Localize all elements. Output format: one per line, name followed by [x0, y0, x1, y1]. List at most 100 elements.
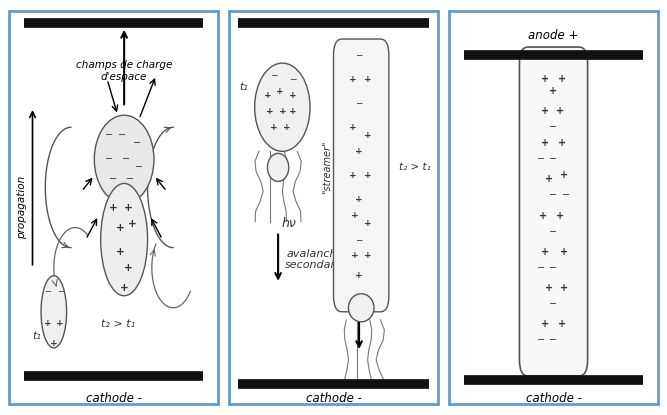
- Text: cathode -: cathode -: [526, 391, 582, 405]
- Text: +: +: [43, 319, 51, 328]
- Text: +: +: [349, 75, 356, 84]
- Ellipse shape: [41, 276, 67, 348]
- Text: −: −: [550, 122, 558, 132]
- Text: −: −: [550, 154, 558, 164]
- Text: +: +: [364, 251, 372, 260]
- Text: +: +: [539, 210, 547, 220]
- Text: −: −: [109, 174, 117, 184]
- Text: +: +: [541, 138, 549, 148]
- Text: champs de charge
d'espace: champs de charge d'espace: [76, 60, 172, 82]
- Text: −: −: [550, 227, 558, 237]
- Text: t₁: t₁: [32, 331, 41, 341]
- Text: +: +: [349, 171, 356, 180]
- Ellipse shape: [348, 294, 374, 322]
- Text: +: +: [558, 138, 566, 148]
- Text: −: −: [537, 335, 545, 345]
- Text: +: +: [128, 219, 137, 229]
- Text: hν: hν: [281, 217, 296, 230]
- FancyBboxPatch shape: [520, 47, 588, 376]
- Ellipse shape: [101, 183, 147, 296]
- Text: −: −: [356, 99, 363, 108]
- Text: +: +: [276, 87, 284, 96]
- Text: −: −: [105, 130, 113, 140]
- Text: +: +: [349, 123, 356, 132]
- Text: +: +: [541, 106, 549, 116]
- Text: +: +: [560, 283, 568, 293]
- Text: +: +: [120, 283, 129, 293]
- Text: −: −: [550, 190, 558, 200]
- Text: −: −: [133, 138, 141, 148]
- Text: −: −: [279, 163, 285, 172]
- Text: +: +: [364, 75, 372, 84]
- FancyBboxPatch shape: [9, 11, 218, 404]
- Text: +: +: [560, 171, 568, 181]
- Text: +: +: [558, 319, 566, 329]
- Ellipse shape: [255, 63, 310, 151]
- Text: −: −: [135, 162, 143, 172]
- Text: −: −: [537, 154, 545, 164]
- Text: +: +: [356, 195, 363, 204]
- FancyBboxPatch shape: [449, 11, 658, 404]
- Text: +: +: [556, 210, 564, 220]
- Text: +: +: [541, 247, 549, 256]
- Text: −: −: [550, 263, 558, 273]
- Text: −: −: [550, 299, 558, 309]
- Text: +: +: [364, 131, 372, 140]
- Text: +: +: [364, 219, 372, 228]
- Text: +: +: [269, 163, 275, 172]
- Text: −: −: [44, 287, 51, 296]
- Text: +: +: [351, 211, 359, 220]
- Text: −: −: [122, 154, 130, 164]
- Text: +: +: [550, 86, 558, 96]
- Text: −: −: [105, 154, 113, 164]
- Text: −: −: [57, 287, 64, 296]
- Ellipse shape: [267, 154, 289, 181]
- Text: +: +: [289, 91, 297, 100]
- Text: +: +: [541, 319, 549, 329]
- Text: −: −: [118, 130, 126, 140]
- Text: +: +: [115, 222, 124, 232]
- Text: +: +: [124, 203, 133, 212]
- Text: −: −: [270, 71, 277, 80]
- Text: −: −: [356, 51, 363, 60]
- Text: "streamer": "streamer": [322, 141, 332, 194]
- Text: +: +: [57, 319, 64, 328]
- Text: +: +: [545, 283, 554, 293]
- Text: −: −: [289, 75, 297, 84]
- Text: avalanches
secondaires: avalanches secondaires: [285, 249, 352, 271]
- Text: +: +: [560, 247, 568, 256]
- Text: +: +: [289, 107, 297, 116]
- Ellipse shape: [94, 115, 154, 203]
- Text: anode +: anode +: [528, 29, 579, 42]
- Text: +: +: [270, 123, 277, 132]
- Text: +: +: [263, 91, 271, 100]
- Text: +: +: [556, 106, 564, 116]
- Text: +: +: [364, 171, 372, 180]
- Text: −: −: [550, 335, 558, 345]
- FancyBboxPatch shape: [334, 39, 389, 312]
- Text: +: +: [558, 74, 566, 84]
- Text: cathode -: cathode -: [305, 391, 362, 405]
- Text: propagation: propagation: [17, 176, 27, 239]
- Text: +: +: [356, 271, 363, 280]
- FancyBboxPatch shape: [229, 11, 438, 404]
- Text: −: −: [356, 235, 363, 244]
- Text: t₂ > t₁: t₂ > t₁: [399, 162, 430, 172]
- Text: +: +: [265, 107, 273, 116]
- Text: +: +: [545, 174, 554, 184]
- Text: +: +: [109, 203, 118, 212]
- Text: +: +: [283, 123, 290, 132]
- Text: −: −: [562, 190, 570, 200]
- Text: −: −: [537, 263, 545, 273]
- Text: +: +: [541, 74, 549, 84]
- Text: −: −: [127, 174, 135, 184]
- Text: +: +: [279, 107, 286, 116]
- Text: t₂ > t₁: t₂ > t₁: [101, 319, 135, 329]
- Text: +: +: [356, 147, 363, 156]
- Text: +: +: [124, 263, 133, 273]
- Text: t₁: t₁: [239, 82, 248, 92]
- Text: cathode -: cathode -: [85, 391, 141, 405]
- Text: +: +: [50, 339, 57, 348]
- Text: +: +: [115, 247, 124, 256]
- Text: +: +: [351, 251, 359, 260]
